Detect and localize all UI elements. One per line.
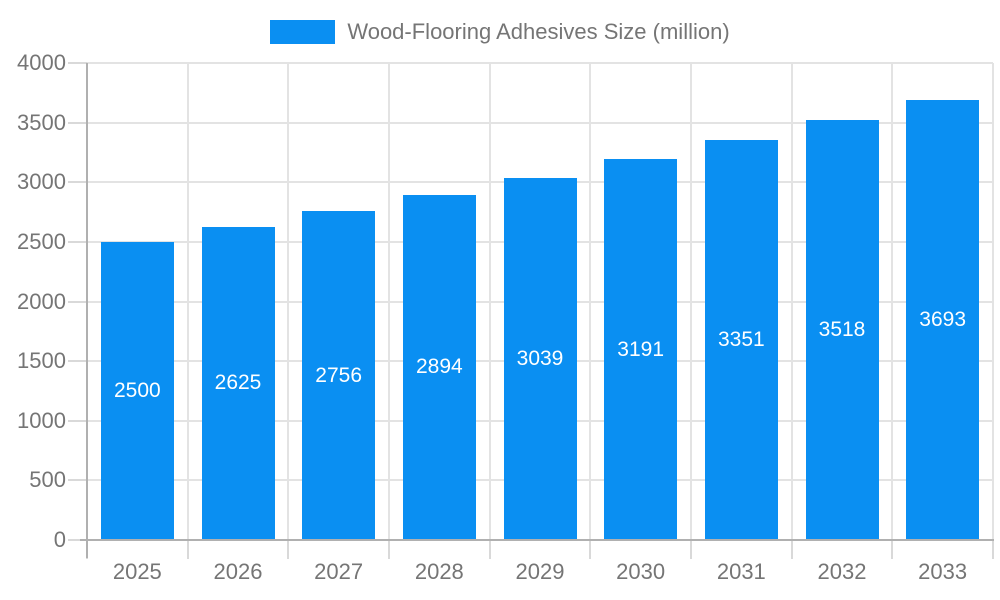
y-tick-mark xyxy=(68,360,87,363)
x-gridline xyxy=(790,63,793,540)
bar-value-label: 2756 xyxy=(315,363,363,387)
x-tick-mark xyxy=(891,540,894,559)
y-axis-label: 1500 xyxy=(17,348,66,374)
legend-label: Wood-Flooring Adhesives Size (million) xyxy=(347,19,730,44)
bar-2032[interactable]: 3518 xyxy=(805,120,879,540)
x-axis-line xyxy=(80,539,994,541)
bar-value-label: 2500 xyxy=(113,378,161,402)
x-axis-label: 2029 xyxy=(515,559,565,584)
x-gridline xyxy=(891,63,894,540)
bar-2029[interactable]: 3039 xyxy=(503,177,577,540)
x-axis-label: 2028 xyxy=(414,559,464,584)
x-tick-mark xyxy=(690,540,692,559)
y-axis-label: 2000 xyxy=(17,288,66,314)
bar-2026[interactable]: 2625 xyxy=(201,226,275,540)
x-axis-label: 2025 xyxy=(112,559,162,584)
x-tick-mark xyxy=(186,540,189,559)
x-gridline xyxy=(690,63,692,540)
y-tick-mark xyxy=(68,121,87,124)
x-gridline xyxy=(488,63,491,540)
x-gridline xyxy=(589,63,592,540)
bar-2033[interactable]: 3693 xyxy=(906,99,980,540)
y-tick-mark xyxy=(68,419,87,422)
bar-value-label: 3518 xyxy=(818,318,866,342)
y-axis-label: 3500 xyxy=(17,109,66,135)
y-axis-label: 1000 xyxy=(17,407,66,433)
y-gridline xyxy=(87,121,993,124)
x-tick-mark xyxy=(287,540,290,559)
legend-swatch xyxy=(270,20,336,44)
x-gridline xyxy=(287,63,290,540)
y-tick-mark xyxy=(68,300,87,303)
y-axis-label: 4000 xyxy=(17,50,66,75)
bar-2027[interactable]: 2756 xyxy=(302,211,376,540)
y-gridline xyxy=(87,62,993,64)
bar-value-label: 2625 xyxy=(214,371,262,395)
bar-2025[interactable]: 2500 xyxy=(100,241,174,540)
x-gridline xyxy=(992,63,994,540)
y-axis-label: 500 xyxy=(29,467,66,493)
x-axis-label: 2030 xyxy=(616,559,666,584)
y-tick-mark xyxy=(68,181,87,184)
y-axis-label: 0 xyxy=(53,527,66,552)
x-axis-label: 2033 xyxy=(918,559,968,584)
y-tick-mark xyxy=(68,62,87,64)
x-tick-mark xyxy=(589,540,592,559)
x-axis-label: 2032 xyxy=(817,559,867,584)
y-tick-mark xyxy=(68,240,87,243)
y-tick-mark xyxy=(68,539,87,541)
x-tick-mark xyxy=(488,540,491,559)
x-tick-mark xyxy=(992,540,994,559)
x-axis-label: 2026 xyxy=(213,559,263,584)
bar-2030[interactable]: 3191 xyxy=(604,159,678,540)
x-axis-label: 2031 xyxy=(716,559,766,584)
x-tick-mark xyxy=(790,540,793,559)
legend-item[interactable]: Wood-Flooring Adhesives Size (million) xyxy=(0,19,1000,45)
bar-value-label: 3693 xyxy=(919,307,967,331)
bar-2028[interactable]: 2894 xyxy=(402,194,476,540)
x-axis-label: 2027 xyxy=(314,559,364,584)
bar-2031[interactable]: 3351 xyxy=(704,140,778,540)
y-axis-label: 2500 xyxy=(17,228,66,254)
bar-value-label: 3351 xyxy=(717,328,765,352)
y-tick-mark xyxy=(68,479,87,482)
x-gridline xyxy=(186,63,189,540)
x-tick-mark xyxy=(388,540,390,559)
y-axis-label: 3000 xyxy=(17,169,66,195)
y-axis-line xyxy=(86,63,88,558)
bar-value-label: 3039 xyxy=(516,346,564,370)
bar-value-label: 2894 xyxy=(415,355,463,379)
bar-value-label: 3191 xyxy=(617,337,665,361)
x-gridline xyxy=(388,63,390,540)
